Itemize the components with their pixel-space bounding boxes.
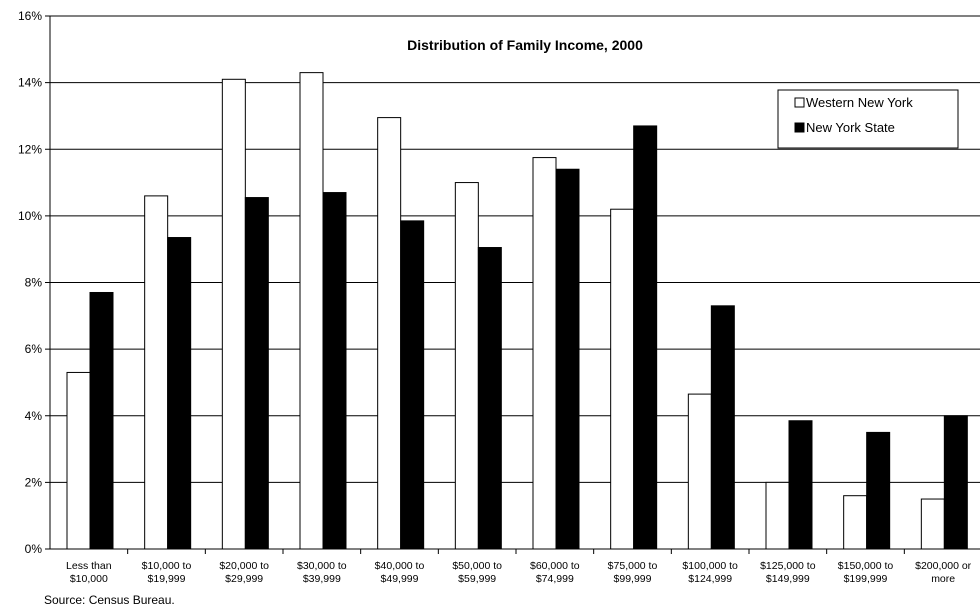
bar-new-york-state — [555, 168, 580, 550]
bar-new-york-state — [633, 125, 658, 550]
x-tick-label: $60,000 to — [530, 560, 580, 572]
bar-new-york-state — [943, 415, 968, 550]
y-tick-label: 14% — [18, 76, 42, 90]
x-tick-label: $10,000 to — [142, 560, 192, 572]
bar-western-new-york — [610, 208, 635, 550]
bar-western-new-york — [144, 195, 169, 550]
y-tick-label: 0% — [25, 542, 43, 556]
y-tick-label: 8% — [25, 276, 43, 290]
x-tick-label: $30,000 to — [297, 560, 347, 572]
bar-western-new-york — [920, 498, 945, 550]
bar-new-york-state — [322, 192, 347, 550]
bar-western-new-york — [299, 72, 324, 550]
x-tick-label: $125,000 to — [760, 560, 816, 572]
x-tick-label: $99,999 — [614, 573, 652, 585]
x-tick-label: $39,999 — [303, 573, 341, 585]
x-tick-label: $100,000 to — [682, 560, 738, 572]
bar-new-york-state — [244, 197, 269, 550]
bar-new-york-state — [400, 220, 425, 550]
x-tick-label: $40,000 to — [375, 560, 425, 572]
legend-label: Western New York — [806, 95, 913, 110]
legend-label: New York State — [806, 120, 895, 135]
x-tick-label: $199,999 — [844, 573, 888, 585]
y-tick-label: 4% — [25, 409, 43, 423]
bar-new-york-state — [477, 247, 502, 550]
x-tick-label: $59,999 — [458, 573, 496, 585]
x-tick-label: $50,000 to — [452, 560, 502, 572]
bar-western-new-york — [532, 157, 557, 550]
x-tick-label: $20,000 to — [219, 560, 269, 572]
legend-swatch — [794, 97, 805, 108]
legend — [777, 89, 959, 149]
bar-western-new-york — [454, 182, 479, 550]
x-tick-label: Less than — [66, 560, 112, 572]
x-tick-label: $124,999 — [688, 573, 732, 585]
legend-swatch — [794, 122, 805, 133]
source-note: Source: Census Bureau. — [44, 593, 175, 607]
x-tick-label: $200,000 or — [915, 560, 972, 572]
bar-western-new-york — [377, 117, 402, 550]
bar-western-new-york — [843, 495, 868, 550]
x-tick-label: $75,000 to — [608, 560, 658, 572]
x-tick-label: more — [931, 573, 955, 585]
bar-western-new-york — [765, 481, 790, 550]
bar-new-york-state — [788, 420, 813, 550]
y-tick-label: 16% — [18, 9, 42, 23]
y-tick-label: 2% — [25, 475, 43, 489]
bar-new-york-state — [89, 291, 114, 550]
x-tick-label: $149,999 — [766, 573, 810, 585]
chart-title: Distribution of Family Income, 2000 — [407, 37, 643, 53]
bar-western-new-york — [687, 393, 712, 550]
bar-new-york-state — [167, 237, 192, 550]
x-tick-label: $10,000 — [70, 573, 108, 585]
bar-new-york-state — [866, 431, 891, 550]
y-tick-label: 12% — [18, 142, 42, 156]
x-tick-label: $49,999 — [381, 573, 419, 585]
y-tick-label: 6% — [25, 342, 43, 356]
y-tick-label: 10% — [18, 209, 42, 223]
bar-new-york-state — [710, 305, 735, 550]
bar-western-new-york — [66, 371, 91, 550]
x-tick-label: $19,999 — [148, 573, 186, 585]
x-tick-label: $74,999 — [536, 573, 574, 585]
bar-western-new-york — [221, 78, 246, 550]
x-tick-label: $150,000 to — [838, 560, 894, 572]
x-tick-label: $29,999 — [225, 573, 263, 585]
